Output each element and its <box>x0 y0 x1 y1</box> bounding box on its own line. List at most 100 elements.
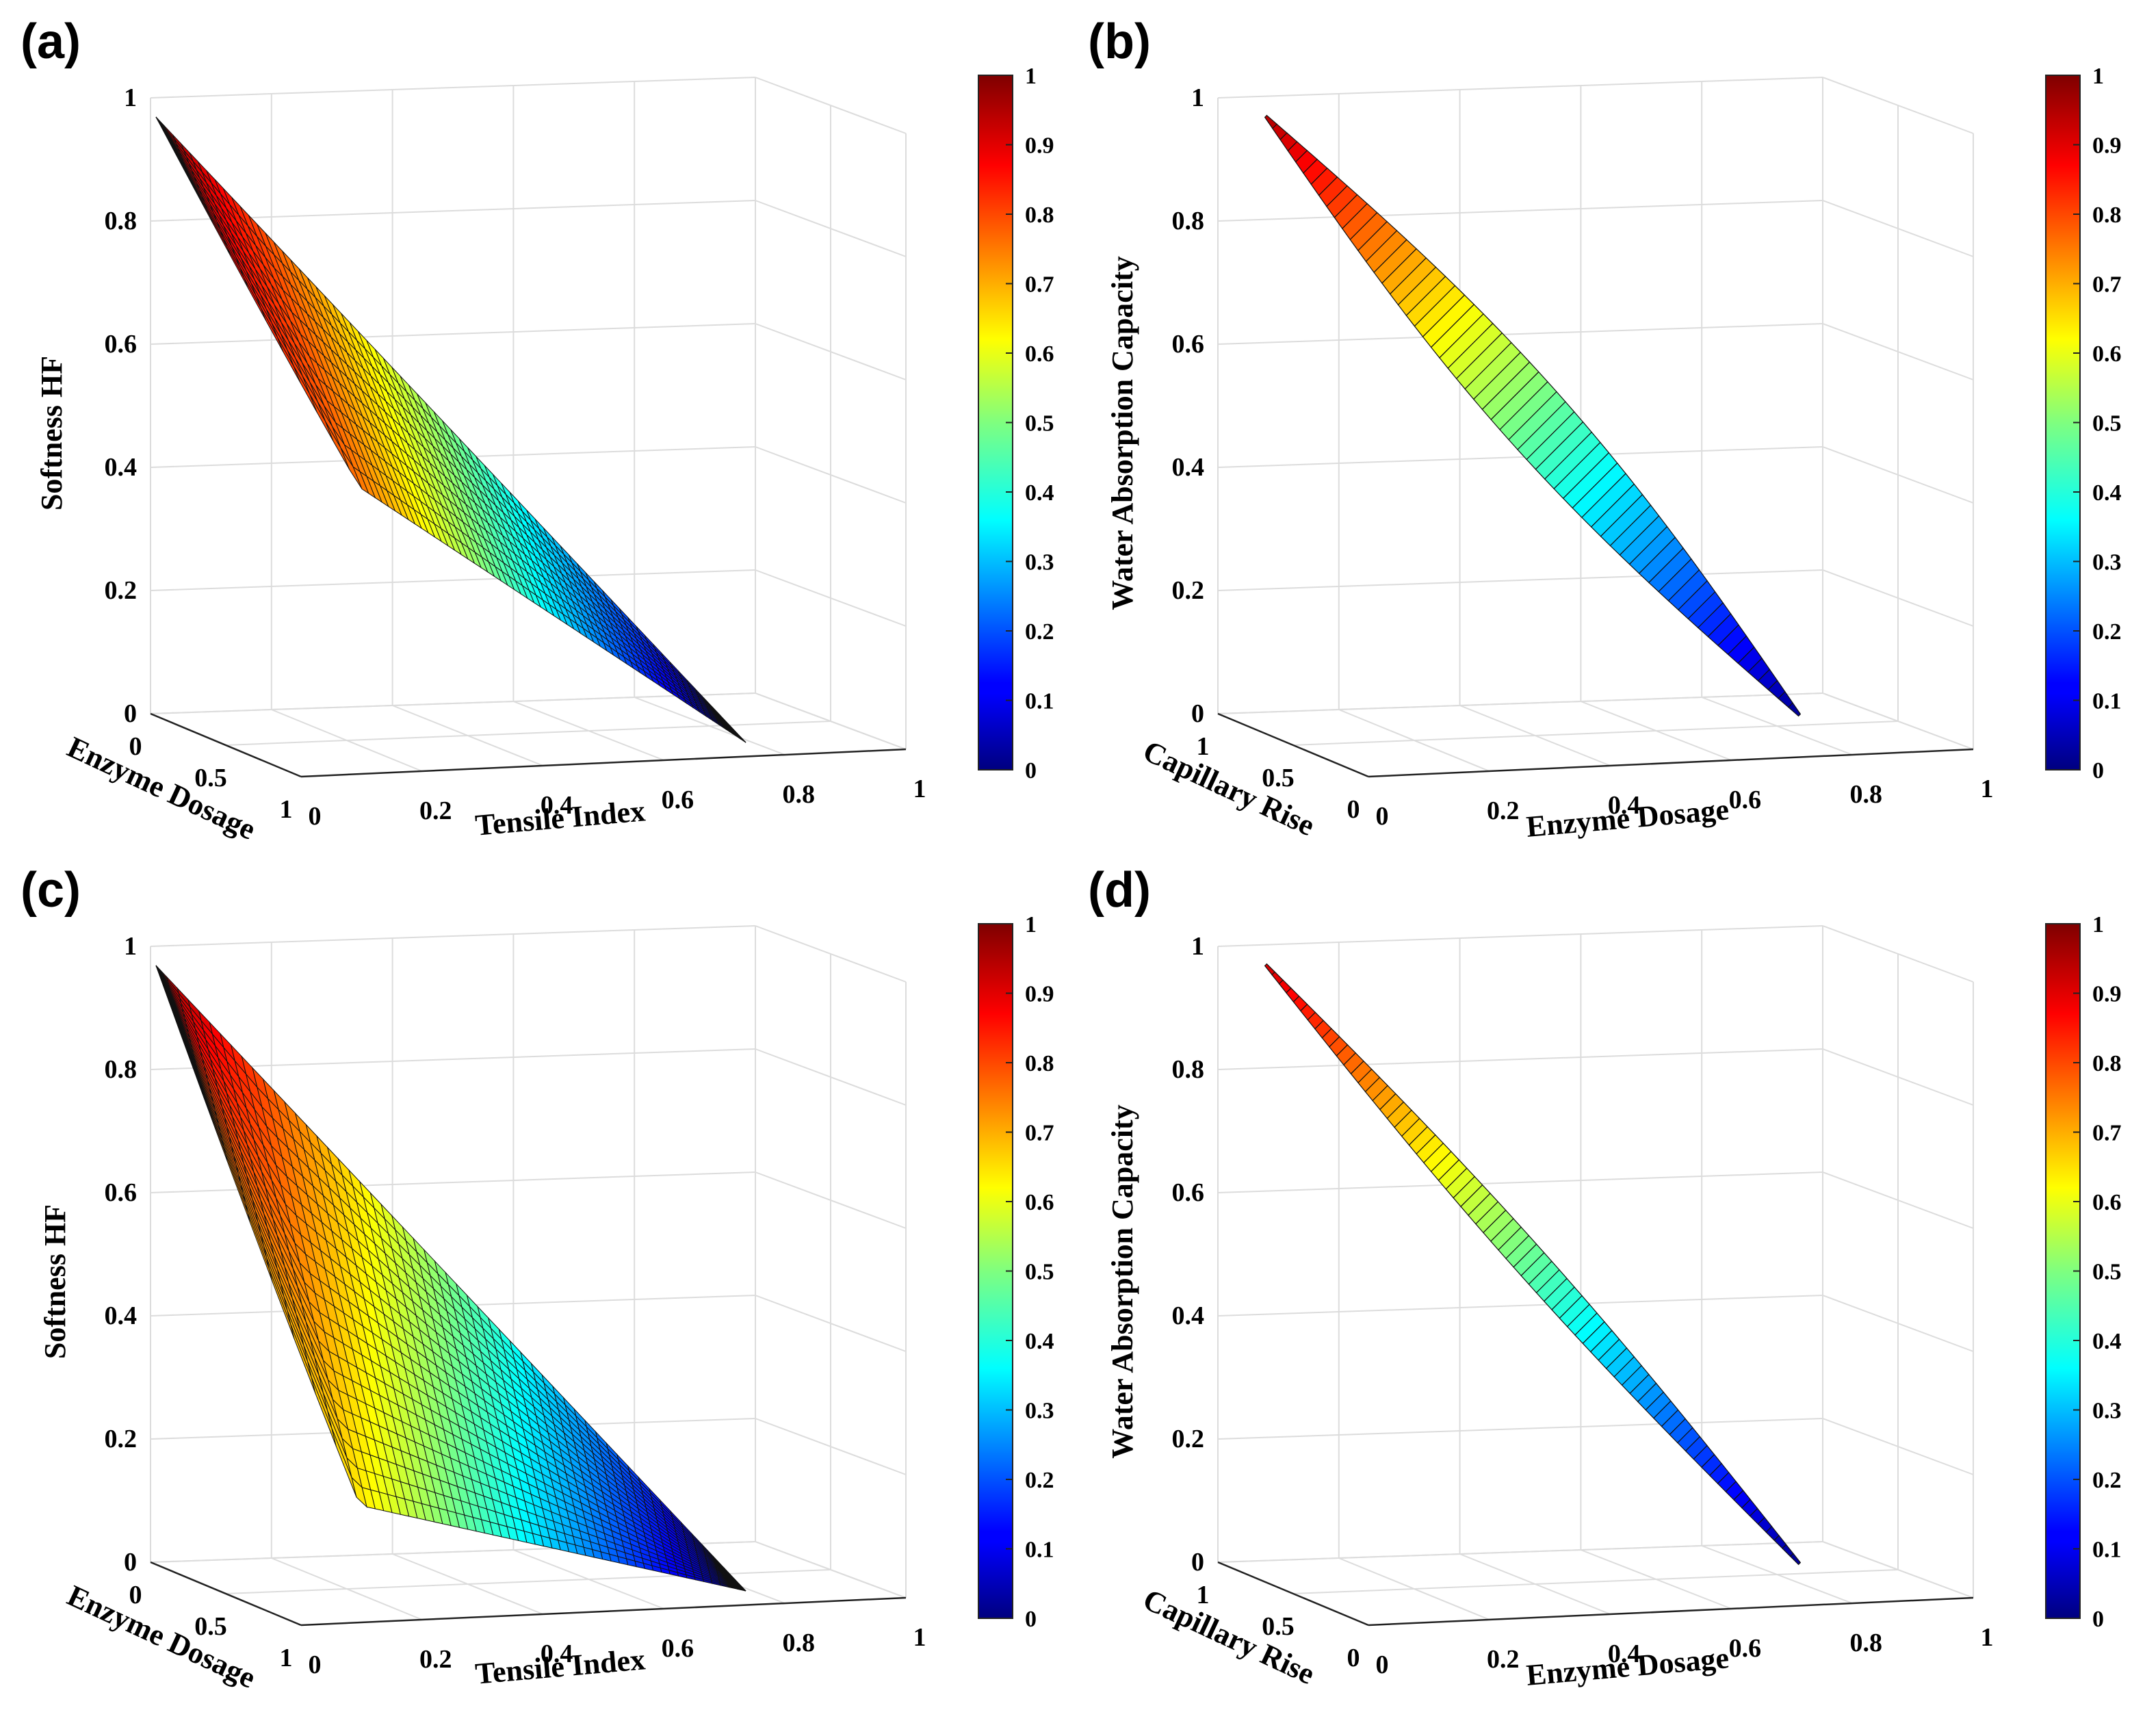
x-tick-label: 0.8 <box>1849 1629 1882 1657</box>
colorbar-tick-label: 0.8 <box>1025 1051 1054 1076</box>
z-tick-label: 0.2 <box>105 1425 138 1453</box>
colorbar-tick-label: 0.4 <box>2092 480 2122 506</box>
z-tick-label: 0 <box>124 1548 137 1577</box>
grid-line <box>225 721 831 746</box>
panel-label: (a) <box>21 14 81 69</box>
x-tick-label: 0.8 <box>782 780 815 809</box>
x-tick-label: 0.6 <box>662 786 694 814</box>
z-tick-label: 0.2 <box>105 576 138 605</box>
z-tick-label: 0.4 <box>1172 453 1205 482</box>
colorbar-tick-label: 0.3 <box>1025 550 1054 575</box>
y-axis-line <box>150 1561 302 1627</box>
z-axis-label: Softness HF <box>35 356 68 510</box>
z-tick-label: 1 <box>1191 932 1204 961</box>
x-tick-label: 0.4 <box>541 1640 573 1668</box>
colorbar-tick-label: 1 <box>2092 64 2104 89</box>
y-tick-label: 0 <box>129 1581 142 1609</box>
x-axis-label: Tensile Index <box>474 794 647 842</box>
x-tick-label: 1 <box>913 775 926 803</box>
colorbar-tick-label: 0.7 <box>2092 272 2122 298</box>
grid-line <box>150 692 756 714</box>
colorbar-tick-label: 0.7 <box>1025 272 1054 298</box>
colorbar-tick-label: 0.6 <box>2092 1190 2122 1215</box>
x-axis-line <box>1368 748 1974 778</box>
colorbar-tick-label: 0.1 <box>2092 1538 2122 1563</box>
colorbar-tick-label: 0.7 <box>1025 1121 1054 1146</box>
z-tick-label: 0 <box>1191 699 1204 728</box>
x-tick-label: 0.2 <box>1487 796 1520 825</box>
panel-a: (a) 0 0.2 0.4 0.6 0.8 1 Softness HF 0 0.2 0.4 0.6 0.… <box>21 14 1054 846</box>
panel-label: (d) <box>1088 863 1151 918</box>
panel-b: (b) 0 0.2 0.4 0.6 0.8 1 Water Absorption Capaci… <box>1088 14 2122 844</box>
y-tick-label: 0 <box>1347 1644 1360 1672</box>
colorbar-tick-label: 0.5 <box>1025 1260 1054 1285</box>
grid-line <box>1217 1048 1823 1070</box>
surface-cell <box>1787 702 1802 717</box>
panel-c: (c) 0 0.2 0.4 0.6 0.8 1 Softness HF 0 0.2 0.4 0.6 0.… <box>21 863 1054 1695</box>
grid-line <box>150 77 756 99</box>
grid-lines <box>150 77 907 777</box>
colorbar-tick-label: 0.9 <box>2092 982 2122 1007</box>
z-tick-label: 0 <box>124 699 137 728</box>
x-tick-label: 1 <box>913 1623 926 1652</box>
surface-cell <box>738 736 746 743</box>
grid-line <box>1217 1171 1823 1193</box>
grid-line <box>1217 323 1823 345</box>
colorbar-tick-label: 0 <box>2092 758 2104 783</box>
y-tick-label: 0.5 <box>194 764 227 792</box>
colorbar-tick-label: 0.4 <box>1025 480 1054 506</box>
colorbar-tick-label: 0.1 <box>1025 1538 1054 1563</box>
colorbar-tick-label: 0.3 <box>2092 550 2122 575</box>
x-axis-line <box>300 748 907 778</box>
x-axis-line <box>1368 1596 1974 1627</box>
y-tick-label: 0.5 <box>1262 1612 1295 1641</box>
x-tick-label: 0.4 <box>541 791 573 820</box>
z-tick-label: 0.8 <box>105 1055 138 1084</box>
colorbar-tick-label: 0.6 <box>2092 341 2122 367</box>
y-tick-label: 1 <box>280 1644 293 1672</box>
colorbar-tick-label: 0.2 <box>2092 1468 2122 1493</box>
colorbar-tick-label: 0.5 <box>2092 411 2122 437</box>
colorbar-tick-label: 0.3 <box>1025 1399 1054 1424</box>
grid-line <box>1217 1295 1823 1317</box>
x-tick-label: 0.2 <box>419 796 452 825</box>
grid-line <box>1217 200 1823 222</box>
z-tick-label: 0.6 <box>105 1178 138 1207</box>
z-axis-label: Water Absorption Capacity <box>1106 1104 1139 1458</box>
panel-label: (c) <box>21 863 81 918</box>
z-axis-label: Water Absorption Capacity <box>1106 256 1139 610</box>
x-tick-label: 0 <box>309 1650 322 1679</box>
x-tick-label: 0.4 <box>1608 791 1641 820</box>
grid-line <box>150 323 756 345</box>
grid-line <box>1217 446 1823 468</box>
x-tick-label: 0 <box>309 802 322 831</box>
colorbar-tick-label: 1 <box>2092 912 2104 937</box>
x-axis-line <box>300 1596 907 1627</box>
colorbar-tick-label: 0.9 <box>1025 982 1054 1007</box>
x-tick-label: 0 <box>1376 802 1389 831</box>
colorbar-tick-label: 0.4 <box>1025 1329 1054 1354</box>
colorbar-tick-label: 0.5 <box>1025 411 1054 437</box>
colorbar-tick-label: 0.3 <box>2092 1399 2122 1424</box>
colorbar-tick-label: 0 <box>1025 758 1037 783</box>
panel-d: (d) 0 0.2 0.4 0.6 0.8 1 Water Absorption Capaci… <box>1088 863 2122 1692</box>
x-tick-label: 1 <box>1981 1623 1994 1652</box>
surface-mesh <box>155 965 746 1592</box>
z-tick-label: 0.2 <box>1172 576 1205 605</box>
z-tick-label: 0.8 <box>1172 1055 1205 1084</box>
colorbar-tick-label: 0.5 <box>2092 1260 2122 1285</box>
colorbar-tick-label: 0.9 <box>2092 133 2122 159</box>
x-tick-label: 0.6 <box>1729 1634 1762 1663</box>
colorbar-tick-label: 1 <box>1025 64 1037 89</box>
x-tick-label: 0.2 <box>1487 1645 1520 1674</box>
colorbar-tick-label: 0.6 <box>1025 1190 1054 1215</box>
z-tick-label: 0.6 <box>1172 1178 1205 1207</box>
z-tick-label: 0.4 <box>105 1301 138 1330</box>
z-tick-label: 0.8 <box>105 207 138 235</box>
y-tick-label: 1 <box>280 795 293 824</box>
grid-line <box>1217 77 1823 99</box>
y-axis-line <box>1217 1561 1369 1627</box>
grid-line <box>1217 692 1823 714</box>
z-tick-label: 0.4 <box>1172 1301 1205 1330</box>
